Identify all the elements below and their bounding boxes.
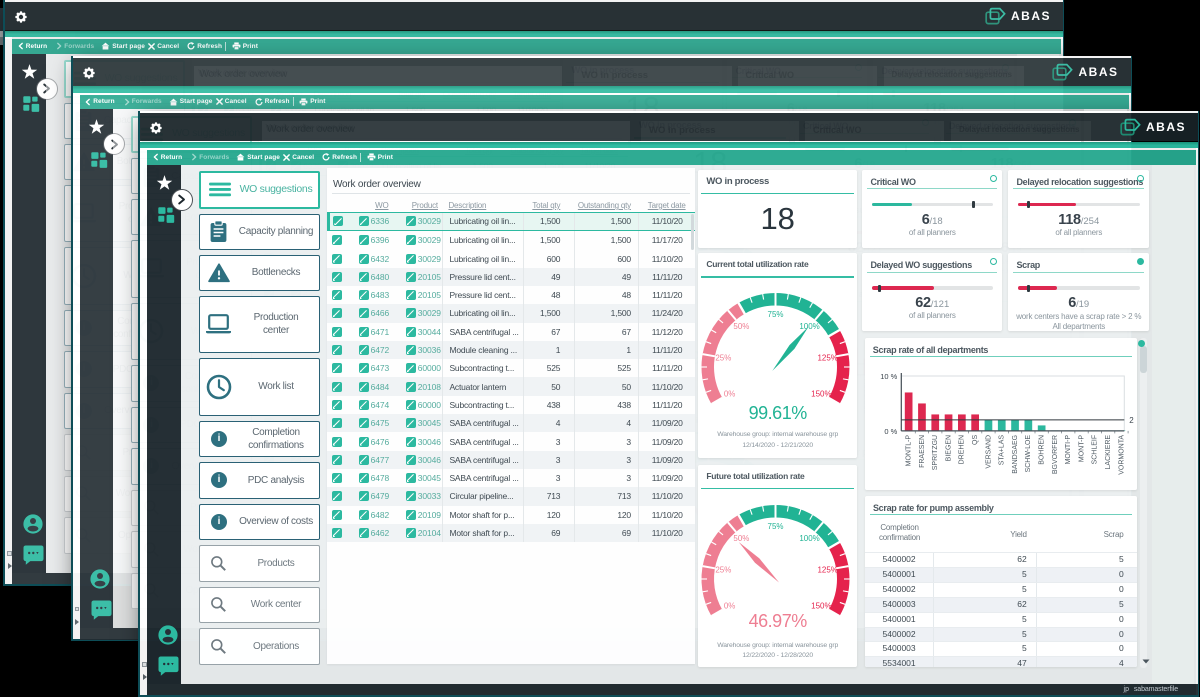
svg-text:VERSAND: VERSAND: [985, 435, 992, 469]
svg-text:150%: 150%: [812, 601, 832, 610]
svg-text:SCHLEIF: SCHLEIF: [1091, 435, 1098, 465]
svg-text:75%: 75%: [768, 310, 784, 319]
svg-text:MONT-P: MONT-P: [1078, 434, 1085, 462]
svg-text:FRAESEN: FRAESEN: [919, 435, 926, 468]
svg-text:0%: 0%: [724, 390, 736, 399]
svg-text:LACKIERE: LACKIERE: [1105, 434, 1112, 469]
svg-text:VORMONTA: VORMONTA: [1118, 434, 1125, 474]
svg-text:10 %: 10 %: [880, 372, 897, 381]
svg-text:STA+LAS: STA+LAS: [998, 434, 1005, 465]
svg-text:25%: 25%: [716, 565, 732, 574]
svg-text:100%: 100%: [800, 534, 820, 543]
svg-text:DREHEN: DREHEN: [958, 435, 965, 465]
svg-text:25%: 25%: [716, 354, 732, 363]
svg-text:MONTL-P: MONTL-P: [905, 434, 912, 466]
svg-text:75%: 75%: [768, 522, 784, 531]
svg-text:50%: 50%: [734, 534, 750, 543]
svg-text:0 %: 0 %: [884, 427, 897, 436]
svg-text:BGVORFER: BGVORFER: [1052, 435, 1059, 474]
svg-text:SPRITZGU: SPRITZGU: [932, 435, 939, 470]
svg-text:150%: 150%: [812, 390, 832, 399]
svg-text:125%: 125%: [818, 565, 838, 574]
svg-text:50%: 50%: [734, 323, 750, 332]
svg-text:100%: 100%: [800, 323, 820, 332]
svg-text:BANDSAEG: BANDSAEG: [1012, 435, 1019, 474]
svg-text:125%: 125%: [818, 354, 838, 363]
svg-text:2: 2: [1129, 416, 1134, 425]
svg-text:QS: QS: [972, 434, 979, 444]
svg-text:BOHREN: BOHREN: [1038, 435, 1045, 465]
svg-text:MONTI-P: MONTI-P: [1065, 434, 1072, 464]
svg-text:SCHW-LOE: SCHW-LOE: [1025, 434, 1032, 472]
svg-text:BIEGEN: BIEGEN: [945, 435, 952, 461]
svg-text:0%: 0%: [724, 601, 736, 610]
